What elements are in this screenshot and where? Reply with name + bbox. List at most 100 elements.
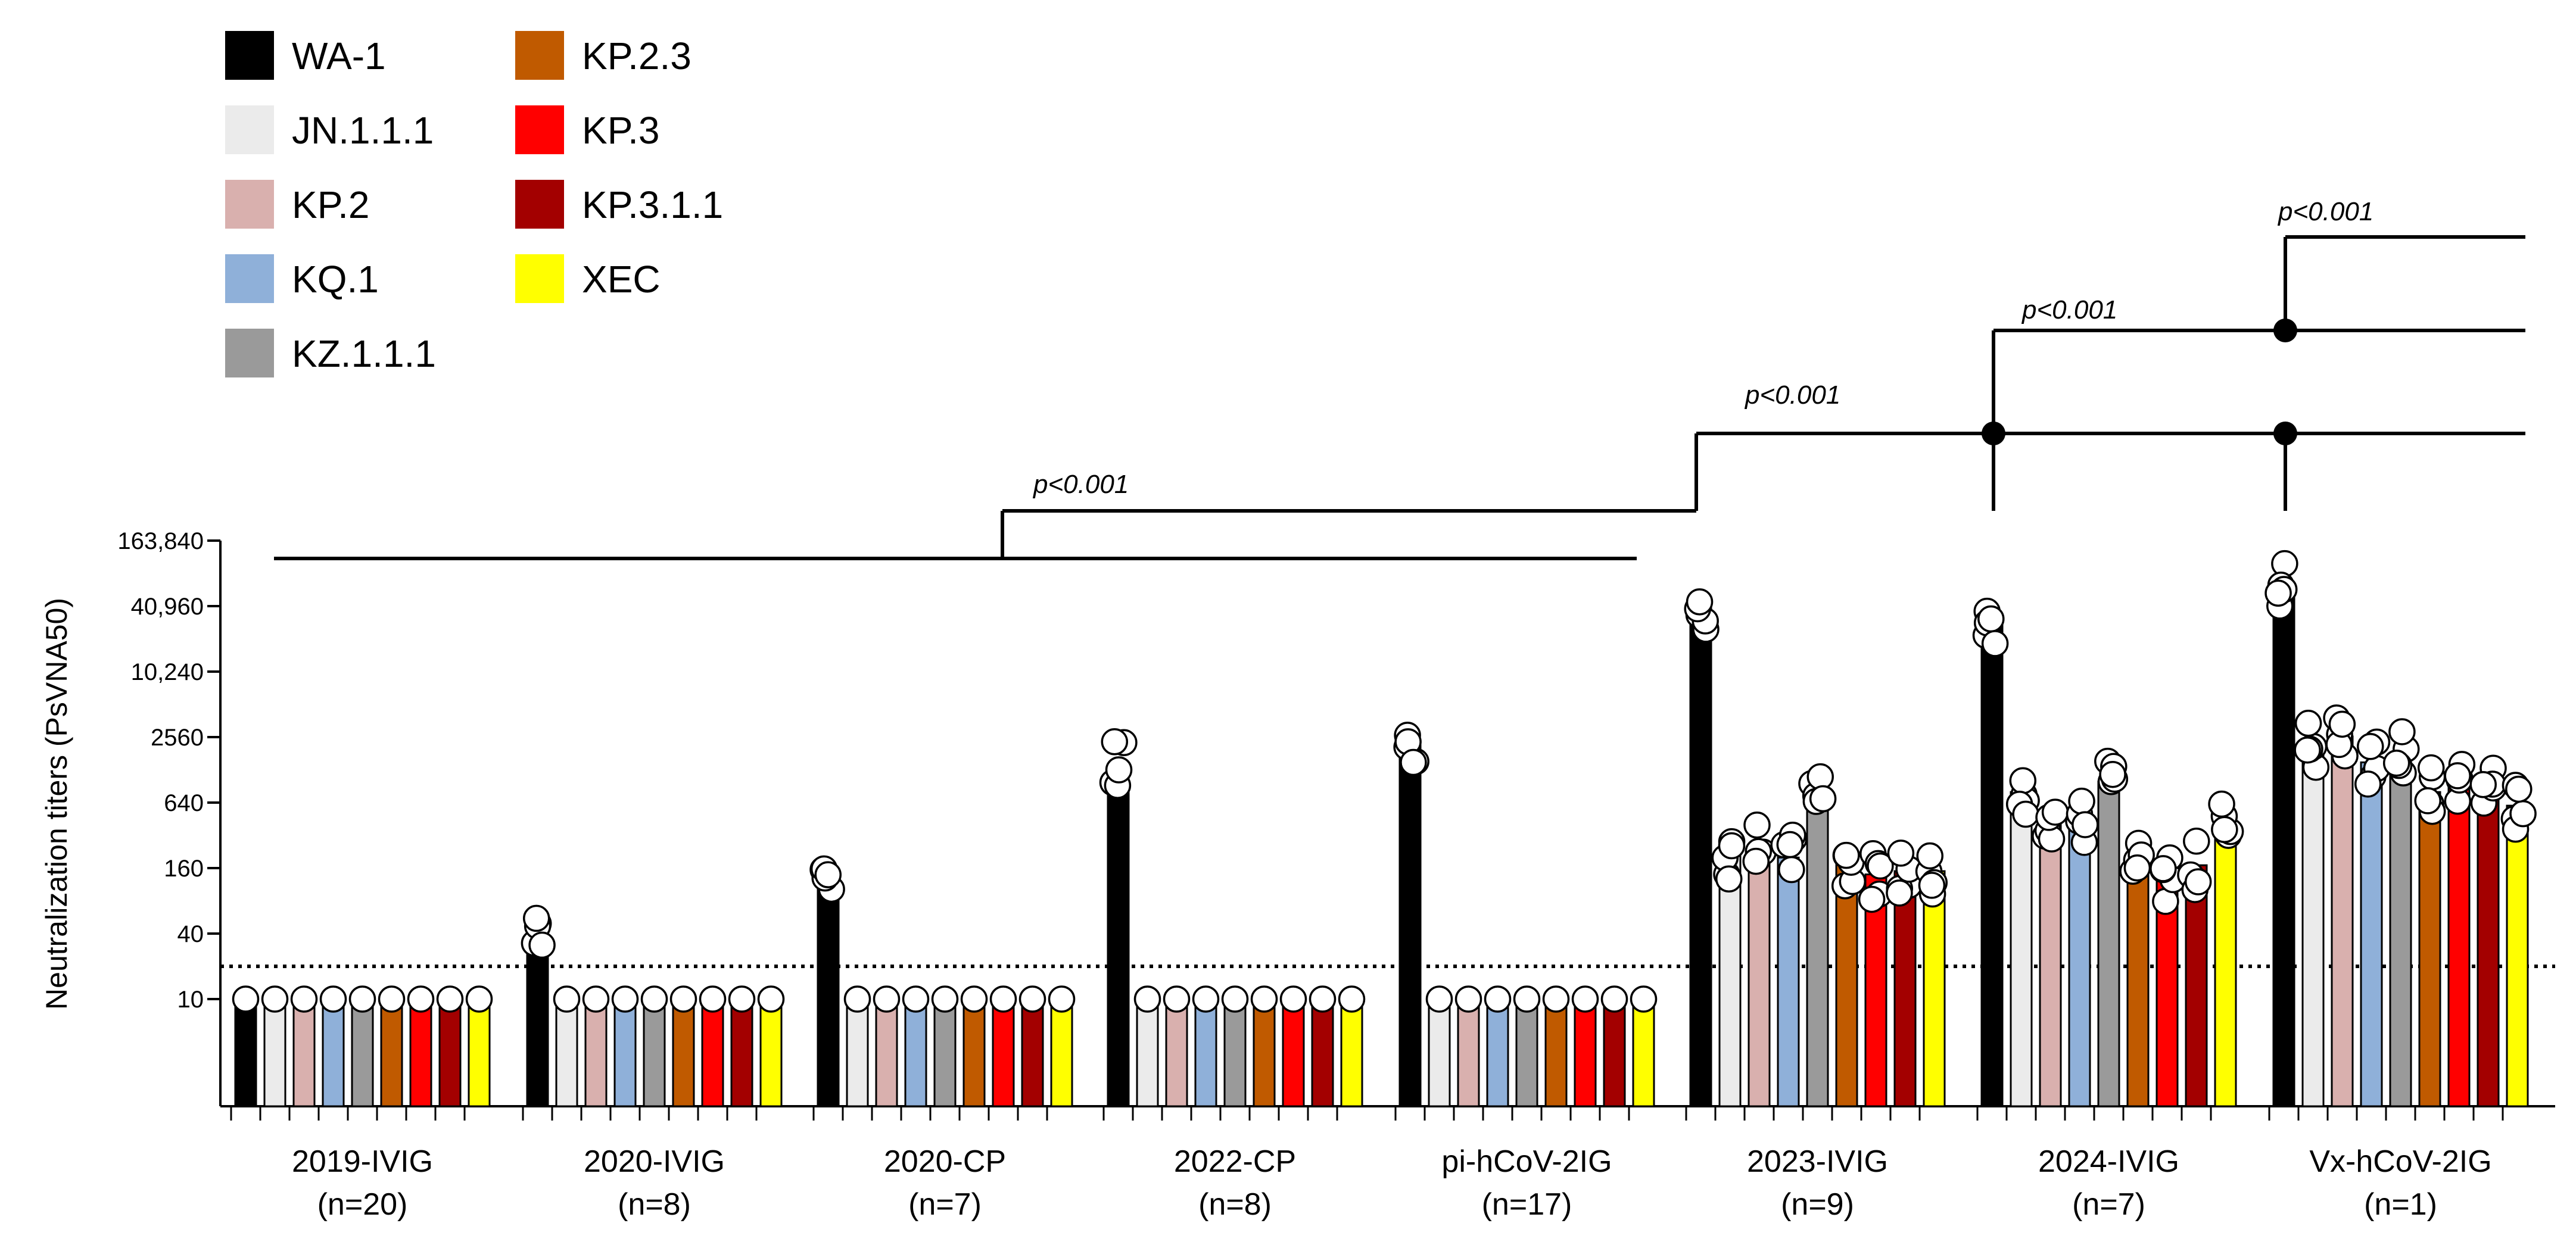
data-point (1250, 985, 1278, 1013)
bar (1748, 848, 1771, 1107)
data-point (640, 985, 668, 1013)
bar (1021, 998, 1044, 1107)
legend-label: KZ.1.1.1 (292, 332, 436, 375)
data-point (2294, 710, 2322, 737)
data-points (232, 550, 2537, 1013)
data-point (1833, 841, 1860, 869)
data-point (611, 985, 639, 1013)
data-point (319, 985, 347, 1013)
data-point (1163, 985, 1191, 1013)
p-value-label: p<0.001 (1032, 470, 1129, 499)
data-point (1484, 985, 1512, 1013)
data-point (2208, 790, 2235, 818)
bar (2360, 761, 2383, 1107)
legend-swatch (515, 254, 564, 303)
legend-swatch (225, 329, 274, 377)
y-tick-label: 40 (177, 921, 204, 947)
group-n-label: (n=9) (1781, 1187, 1854, 1222)
y-tick-label: 160 (164, 856, 204, 882)
group-label: 2023-IVIG (1747, 1144, 1888, 1179)
data-point (1718, 832, 1746, 860)
bar (584, 998, 608, 1107)
data-point (2417, 754, 2445, 782)
data-point (1918, 872, 1946, 899)
bar (1689, 606, 1712, 1107)
data-point (1630, 985, 1658, 1013)
bar (1194, 998, 1217, 1107)
data-point (1454, 985, 1482, 1013)
data-point (1133, 985, 1161, 1013)
data-point (1715, 865, 1743, 893)
data-point (528, 931, 556, 959)
bar (613, 998, 637, 1107)
data-point (1400, 748, 1427, 776)
data-point (1916, 842, 1943, 870)
group-label: 2024-IVIG (2038, 1144, 2179, 1179)
y-tick-label: 40,960 (131, 594, 204, 620)
bar (1050, 998, 1073, 1107)
group-n-label: (n=8) (618, 1187, 691, 1222)
data-point (1778, 856, 1805, 884)
bar (963, 998, 986, 1107)
group-n-label: (n=1) (2364, 1187, 2437, 1222)
data-point (1858, 885, 1886, 913)
data-point (465, 985, 493, 1013)
bar (1777, 856, 1800, 1107)
data-point (290, 985, 318, 1013)
data-point (814, 861, 842, 888)
bar (1864, 873, 1887, 1107)
data-point (1542, 985, 1570, 1013)
data-point (2150, 855, 2177, 882)
data-point (2068, 787, 2095, 815)
bar (292, 998, 316, 1107)
data-point (1776, 831, 1804, 859)
legend-swatch (515, 180, 564, 229)
group-label: Vx-hCoV-2IG (2309, 1144, 2491, 1179)
bar (759, 998, 783, 1107)
group-n-label: (n=7) (2072, 1187, 2145, 1222)
group-label: 2019-IVIG (292, 1144, 433, 1179)
group-n-label: (n=8) (1198, 1187, 1272, 1222)
bar (1632, 998, 1655, 1107)
bar (875, 998, 898, 1107)
data-point (2382, 749, 2410, 777)
bar (438, 998, 462, 1107)
bar (1165, 998, 1188, 1107)
data-point (1571, 985, 1599, 1013)
data-point (348, 985, 376, 1013)
bar (1253, 998, 1276, 1107)
data-point (232, 985, 260, 1013)
data-point (2469, 771, 2497, 798)
data-point (1867, 852, 1894, 880)
bar (1136, 998, 1159, 1107)
data-point (1742, 847, 1770, 875)
data-point (2012, 800, 2039, 828)
bar (1223, 998, 1247, 1107)
data-point (757, 985, 785, 1013)
bar (2126, 867, 2150, 1107)
data-point (2183, 828, 2210, 855)
data-point (436, 985, 464, 1013)
bar (2185, 864, 2208, 1107)
data-point (843, 985, 871, 1013)
data-point (1018, 985, 1046, 1013)
bar (2301, 743, 2325, 1107)
legend-swatch (225, 31, 274, 80)
data-point (931, 985, 959, 1013)
bar (1428, 998, 1451, 1107)
data-point (1105, 756, 1133, 784)
bar (1806, 785, 1829, 1107)
data-point (553, 985, 581, 1013)
bar (2389, 753, 2412, 1107)
data-point (1600, 985, 1628, 1013)
bar (409, 998, 432, 1107)
data-point (1886, 879, 1913, 907)
bar (2418, 791, 2441, 1107)
bar (1340, 998, 1363, 1107)
bar (1835, 859, 1858, 1107)
group-n-label: (n=7) (908, 1187, 982, 1222)
data-point (2509, 800, 2537, 828)
bar (2331, 735, 2354, 1107)
bar (730, 998, 753, 1107)
bar (322, 998, 345, 1107)
